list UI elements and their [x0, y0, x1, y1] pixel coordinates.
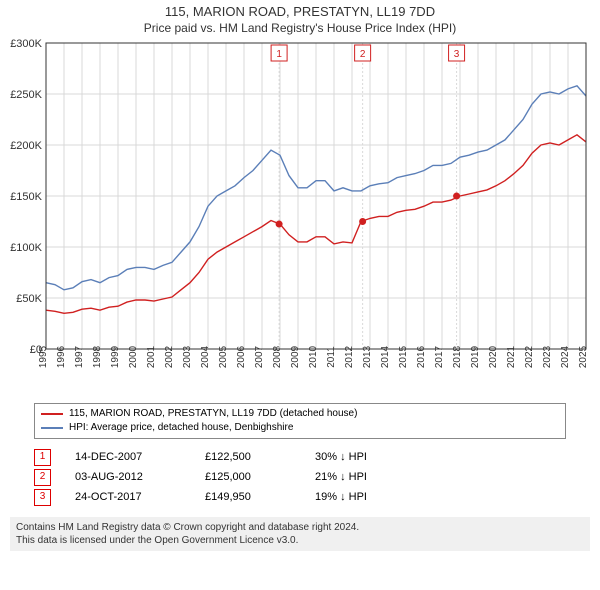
marker-price: £125,000: [205, 467, 315, 487]
footer-line: Contains HM Land Registry data © Crown c…: [16, 521, 584, 534]
footer-line: This data is licensed under the Open Gov…: [16, 534, 584, 547]
chart-area: £0£50K£100K£150K£200K£250K£300K199519961…: [0, 37, 600, 397]
marker-row: 2 03-AUG-2012 £125,000 21% ↓ HPI: [34, 467, 566, 487]
legend-row: 115, MARION ROAD, PRESTATYN, LL19 7DD (d…: [41, 407, 559, 421]
marker-price: £122,500: [205, 447, 315, 467]
svg-text:£250K: £250K: [10, 89, 42, 101]
line-chart-svg: £0£50K£100K£150K£200K£250K£300K199519961…: [0, 37, 600, 397]
marker-date: 24-OCT-2017: [75, 487, 205, 507]
marker-date: 14-DEC-2007: [75, 447, 205, 467]
marker-badge-icon: 2: [34, 469, 51, 486]
title-subtitle: Price paid vs. HM Land Registry's House …: [0, 21, 600, 35]
svg-text:1: 1: [276, 49, 282, 60]
svg-text:2: 2: [360, 49, 366, 60]
svg-text:£150K: £150K: [10, 191, 42, 203]
marker-row: 3 24-OCT-2017 £149,950 19% ↓ HPI: [34, 487, 566, 507]
marker-delta: 21% ↓ HPI: [315, 467, 425, 487]
legend-row: HPI: Average price, detached house, Denb…: [41, 421, 559, 435]
footer: Contains HM Land Registry data © Crown c…: [10, 517, 590, 551]
svg-text:£200K: £200K: [10, 140, 42, 152]
chart-container: 115, MARION ROAD, PRESTATYN, LL19 7DD Pr…: [0, 0, 600, 551]
marker-delta: 19% ↓ HPI: [315, 487, 425, 507]
marker-delta: 30% ↓ HPI: [315, 447, 425, 467]
legend-swatch-icon: [41, 427, 63, 429]
title-address: 115, MARION ROAD, PRESTATYN, LL19 7DD: [0, 4, 600, 19]
legend-label: HPI: Average price, detached house, Denb…: [69, 421, 293, 435]
titles: 115, MARION ROAD, PRESTATYN, LL19 7DD Pr…: [0, 0, 600, 37]
marker-badge-icon: 3: [34, 489, 51, 506]
svg-text:£100K: £100K: [10, 242, 42, 254]
svg-text:£300K: £300K: [10, 38, 42, 50]
marker-badge-icon: 1: [34, 449, 51, 466]
legend-swatch-icon: [41, 413, 63, 415]
marker-price: £149,950: [205, 487, 315, 507]
svg-text:3: 3: [454, 49, 460, 60]
marker-row: 1 14-DEC-2007 £122,500 30% ↓ HPI: [34, 447, 566, 467]
legend-label: 115, MARION ROAD, PRESTATYN, LL19 7DD (d…: [69, 407, 357, 421]
legend: 115, MARION ROAD, PRESTATYN, LL19 7DD (d…: [34, 403, 566, 439]
marker-date: 03-AUG-2012: [75, 467, 205, 487]
svg-text:£50K: £50K: [16, 293, 42, 305]
markers-table: 1 14-DEC-2007 £122,500 30% ↓ HPI 2 03-AU…: [34, 447, 566, 507]
